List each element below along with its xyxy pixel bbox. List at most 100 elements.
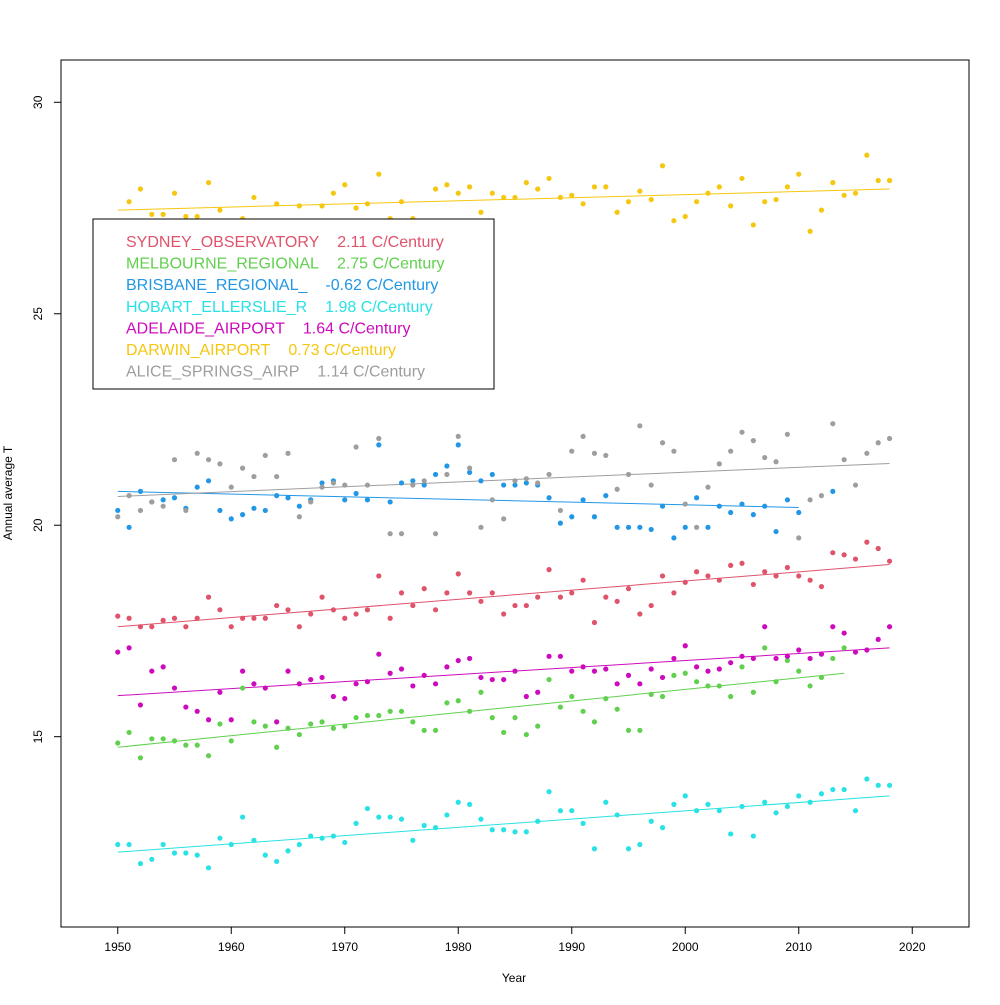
data-point [807,228,813,234]
data-point [387,708,393,714]
data-point [319,674,325,681]
data-point [160,497,166,503]
data-point [251,837,257,843]
data-point [183,507,189,514]
data-point [659,163,666,169]
data-point [546,471,552,478]
data-point [625,471,632,478]
data-point [455,433,461,440]
data-point [274,493,280,499]
data-point [671,655,677,662]
data-point [410,478,416,484]
data-point [171,457,178,463]
data-point [875,440,881,446]
data-point [149,668,155,674]
data-point [126,645,132,651]
data-point [523,829,529,835]
data-point [353,820,359,826]
data-point [637,423,643,429]
data-point [546,789,552,795]
data-point [637,727,643,733]
data-point [614,524,620,530]
data-point [841,786,847,793]
x-tick-label: 1960 [218,940,245,954]
data-point [852,649,859,655]
data-point [739,664,745,670]
data-point [398,531,405,537]
data-point [728,509,734,516]
data-point [716,808,722,814]
data-point [841,457,847,463]
legend-entry: ADELAIDE_AIRPORT 1.64 C/Century [126,320,410,337]
data-point [240,512,246,518]
data-point [886,177,893,184]
data-point [830,786,836,793]
data-point [115,740,121,746]
data-point [478,524,484,530]
data-point [523,731,529,738]
data-point [694,524,700,530]
data-point [659,693,666,700]
data-point [875,782,881,788]
data-point [659,674,666,681]
y-axis-label: Annual average T [1,445,15,540]
data-point [115,841,121,848]
data-point [841,645,847,651]
data-point [523,693,529,700]
data-point [194,852,200,858]
data-point [580,201,586,207]
data-point [830,180,836,186]
data-point [875,177,881,184]
data-point [546,653,552,659]
data-point [614,812,620,818]
trend-line [117,564,890,628]
legend-series-name: ALICE_SPRINGS_AIRP [126,364,299,381]
data-point [569,808,575,814]
data-point [183,742,189,748]
data-point [818,493,825,499]
x-tick-label: 1970 [331,940,358,954]
data-point [716,683,722,689]
data-point [852,190,859,196]
data-point [194,615,200,621]
data-point [115,507,121,514]
data-point [432,186,439,192]
data-point [467,465,473,471]
data-point [489,190,495,196]
data-point [353,205,359,211]
data-point [126,615,132,621]
data-point [149,211,155,217]
data-point [864,539,870,545]
legend-series-rate: 0.73 C/Century [288,342,396,359]
data-point [194,213,200,220]
data-point [160,211,166,217]
data-point [625,586,632,592]
data-point [376,712,382,719]
data-point [807,655,813,662]
data-point [716,577,722,583]
data-point [886,558,893,564]
data-point [376,814,382,820]
data-point [183,213,189,220]
data-point [228,624,234,630]
data-point [171,615,178,621]
data-point [353,444,359,450]
data-point [784,657,791,664]
data-point [455,190,461,196]
data-point [410,602,416,609]
data-point [614,681,620,687]
data-point [773,459,779,465]
data-point [387,615,393,621]
data-point [319,480,325,486]
data-point [319,484,325,490]
data-point [308,676,314,683]
data-point [591,668,598,674]
data-point [137,507,144,514]
data-point [580,577,586,583]
data-point [807,799,813,805]
trend-line [117,647,890,697]
data-point [115,613,121,619]
data-point [569,448,575,454]
x-tick-label: 2020 [899,940,926,954]
